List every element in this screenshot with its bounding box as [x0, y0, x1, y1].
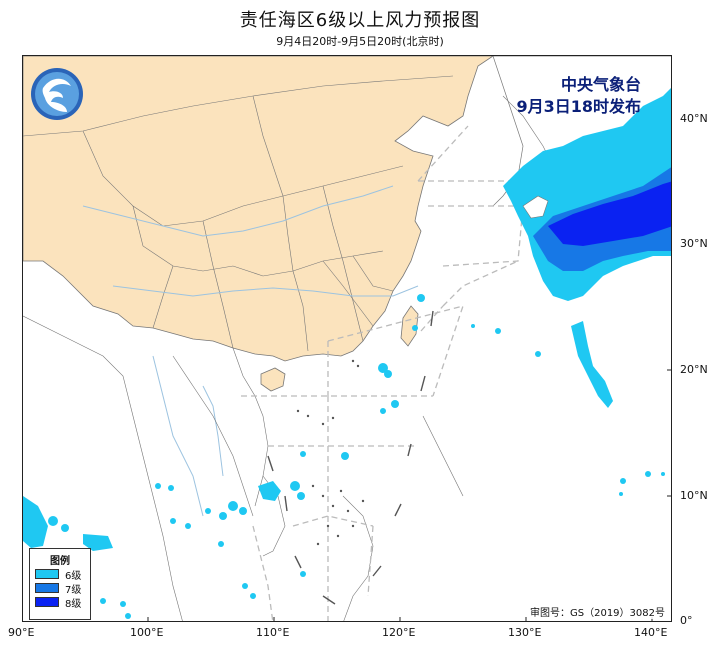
legend-item: 6级 [35, 567, 90, 582]
x-tick-label: 140°E [634, 626, 668, 639]
map-frame: 中央气象台 9月3日18时发布 图例 6级 7级 8级 审图号：GS（2019）… [22, 55, 672, 622]
legend-label-7: 7级 [65, 584, 82, 596]
y-tick-label: 10°N [680, 489, 708, 502]
wind-area-level8 [548, 181, 671, 246]
legend-item: 7级 [35, 581, 90, 596]
y-tick-label: 30°N [680, 237, 708, 250]
cma-logo [29, 66, 85, 122]
hainan-island [260, 367, 286, 392]
issuer-name: 中央气象台 [560, 75, 641, 94]
legend-swatch-7 [35, 583, 59, 593]
issuer-block: 中央气象台 9月3日18时发布 [516, 74, 641, 118]
province-borders [23, 75, 454, 352]
legend-label-8: 8级 [65, 598, 82, 610]
taiwan-island [400, 305, 419, 347]
map-title: 责任海区6级以上风力预报图 [239, 10, 481, 31]
x-tick-label: 90°E [8, 626, 35, 639]
legend-item: 8级 [35, 595, 90, 610]
map-canvas [23, 56, 671, 621]
legend-title: 图例 [50, 556, 70, 567]
y-tick-label: 20°N [680, 363, 708, 376]
x-tick-label: 110°E [256, 626, 290, 639]
issue-time: 9月3日18时发布 [516, 97, 641, 116]
map-subtitle: 9月4日20时-9月5日20时(北京时) [276, 35, 444, 48]
legend-label-6: 6级 [65, 570, 82, 582]
legend: 图例 6级 7级 8级 [29, 548, 91, 620]
review-number: 审图号：GS（2019）3082号 [530, 604, 665, 619]
nine-dash-line [267, 310, 434, 605]
y-tick-label: 40°N [680, 112, 708, 125]
x-tick-label: 100°E [130, 626, 164, 639]
legend-swatch-6 [35, 569, 59, 579]
y-tick-label: 0° [680, 614, 693, 627]
x-tick-label: 120°E [382, 626, 416, 639]
cma-logo-icon [31, 68, 83, 120]
x-tick-label: 130°E [508, 626, 542, 639]
rivers [82, 185, 419, 517]
legend-swatch-8 [35, 597, 59, 607]
japan-land [522, 195, 549, 219]
south-china-sea-islands [296, 359, 365, 546]
